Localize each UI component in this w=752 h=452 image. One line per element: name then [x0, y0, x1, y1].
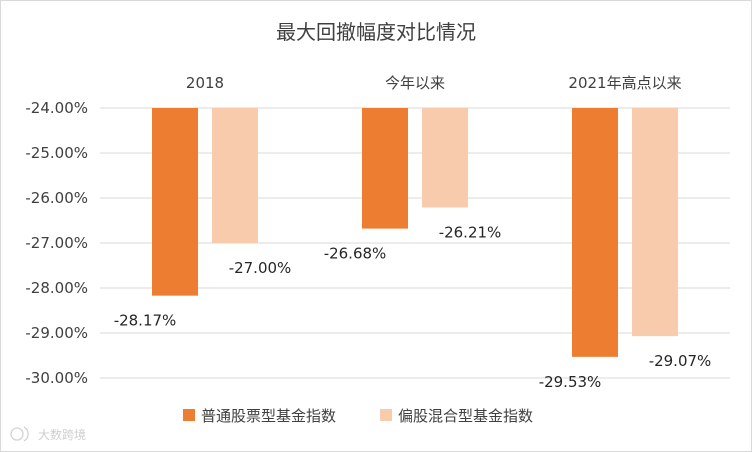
legend-label-series-1: 普通股票型基金指数	[201, 407, 336, 425]
data-label: -29.53%	[539, 373, 602, 391]
y-tick-label: -29.00%	[25, 324, 88, 342]
bar-series-1	[362, 108, 408, 229]
bar-series-2	[422, 108, 468, 208]
data-label: -29.07%	[649, 352, 712, 370]
data-label: -28.17%	[114, 312, 177, 330]
watermark-logo-icon	[10, 426, 29, 442]
legend-swatch-series-2	[380, 409, 392, 421]
category-label: 2018	[186, 74, 224, 92]
legend-label-series-2: 偏股混合型基金指数	[398, 407, 533, 425]
category-label: 2021年高点以来	[568, 74, 681, 92]
watermark: 大数跨境	[10, 426, 86, 442]
bar-series-2	[632, 108, 678, 337]
y-tick-label: -28.00%	[25, 279, 88, 297]
gridlines	[100, 107, 730, 379]
y-axis: -24.00% -25.00% -26.00% -27.00% -28.00% -29.0…	[25, 99, 88, 387]
x-axis: 2018 今年以来 2021年高点以来	[186, 74, 682, 92]
bars	[152, 108, 678, 357]
y-tick-label: -25.00%	[25, 144, 88, 162]
bar-series-2	[212, 108, 258, 243]
category-label: 今年以来	[385, 74, 445, 92]
bar-series-1	[572, 108, 618, 357]
legend-swatch-series-1	[183, 409, 195, 421]
data-label: -26.68%	[324, 245, 387, 263]
chart-title: 最大回撤幅度对比情况	[276, 20, 476, 44]
y-tick-label: -27.00%	[25, 234, 88, 252]
data-labels: -28.17% -27.00% -26.68% -26.21% -29.53% -29.0…	[114, 223, 712, 390]
data-label: -26.21%	[439, 223, 502, 241]
y-tick-label: -26.00%	[25, 189, 88, 207]
legend: 普通股票型基金指数 偏股混合型基金指数	[183, 407, 533, 425]
watermark-text: 大数跨境	[38, 427, 86, 442]
data-label: -27.00%	[229, 259, 292, 277]
y-tick-label: -30.00%	[25, 369, 88, 387]
y-tick-label: -24.00%	[25, 99, 88, 117]
bar-series-1	[152, 108, 198, 296]
